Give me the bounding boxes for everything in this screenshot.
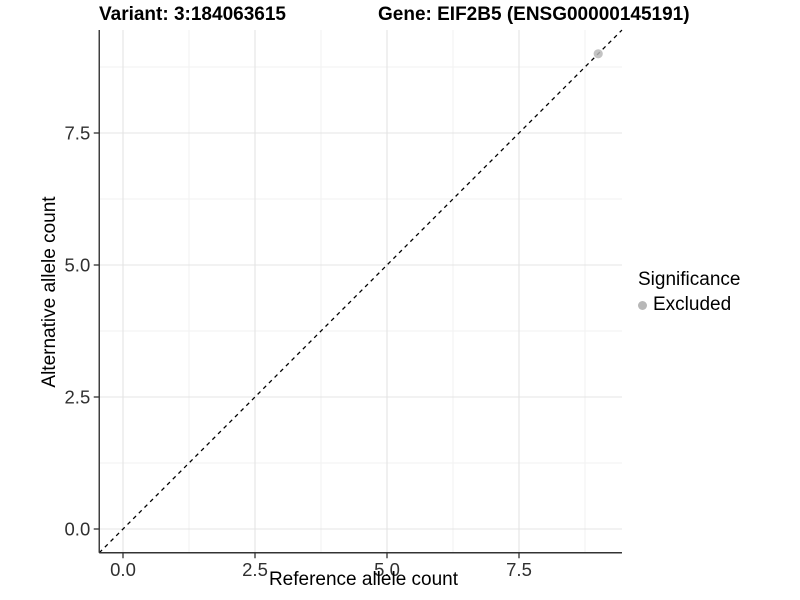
x-tick-label: 0.0 — [110, 559, 136, 580]
y-tick-label: 7.5 — [65, 123, 91, 144]
legend-title: Significance — [638, 269, 741, 290]
legend-marker-circle-icon — [638, 300, 647, 310]
legend: Significance Excluded — [638, 269, 740, 316]
plot-title-variant: Variant: 3:184063615 — [99, 4, 286, 25]
legend-item-label: Excluded — [653, 294, 732, 315]
x-tick-label: 5.0 — [374, 559, 400, 580]
x-tick-label: 7.5 — [506, 559, 532, 580]
legend-items: Excluded — [638, 294, 740, 316]
plot-title-gene: Gene: EIF2B5 (ENSG00000145191) — [378, 4, 690, 25]
legend-item: Excluded — [638, 294, 740, 316]
data-point-excluded — [593, 49, 603, 59]
y-tick-label: 2.5 — [65, 387, 91, 408]
identity-dashed-line — [98, 29, 623, 554]
x-axis-title: Reference allele count — [268, 569, 459, 590]
x-tick-label: 2.5 — [242, 559, 268, 580]
y-axis-title: Alternative allele count — [39, 196, 60, 388]
y-tick-label: 0.0 — [65, 519, 91, 540]
y-tick-label: 5.0 — [65, 255, 91, 276]
